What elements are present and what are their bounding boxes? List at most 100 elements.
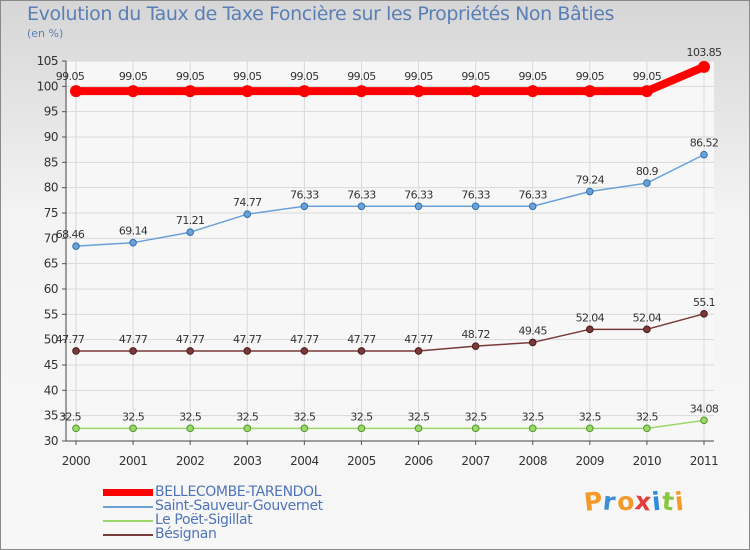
data-label: 32.5: [465, 410, 488, 423]
y-tick-label: 45: [44, 358, 58, 372]
legend-label: Bésignan: [155, 526, 217, 542]
y-tick-label: 50: [44, 333, 58, 347]
data-label: 99.05: [56, 70, 85, 83]
data-point: [583, 85, 596, 98]
data-point: [586, 187, 594, 196]
data-label: 99.05: [633, 70, 662, 83]
data-label: 76.33: [404, 188, 433, 201]
y-tick-label: 70: [44, 231, 58, 245]
x-tick-label: 2005: [347, 454, 376, 468]
data-label: 47.77: [404, 333, 433, 346]
legend-swatch: [103, 506, 153, 508]
x-tick-label: 2007: [461, 454, 490, 468]
data-label: 86.52: [690, 137, 719, 150]
data-label: 99.05: [119, 70, 148, 83]
data-label: 99.05: [576, 70, 605, 83]
data-point: [243, 424, 252, 433]
x-tick-label: 2010: [633, 454, 662, 468]
data-label: 52.04: [576, 311, 605, 324]
x-tick-label: 2009: [576, 454, 605, 468]
data-point: [300, 347, 309, 355]
data-point: [471, 424, 480, 433]
data-point: [72, 424, 80, 433]
data-label: 47.77: [119, 333, 148, 346]
y-tick-label: 65: [44, 257, 58, 271]
data-label: 32.5: [59, 410, 82, 423]
data-label: 47.77: [176, 333, 205, 346]
data-point: [127, 85, 140, 98]
data-label: 76.33: [290, 188, 319, 201]
data-point: [70, 85, 82, 98]
data-point: [300, 424, 309, 433]
data-label: 48.72: [461, 328, 490, 341]
data-point: [300, 202, 309, 211]
x-tick-label: 2003: [233, 454, 262, 468]
data-point: [414, 347, 423, 355]
y-tick-label: 75: [44, 206, 58, 220]
series-line: [75, 313, 705, 352]
data-label: 32.5: [407, 410, 430, 423]
data-point: [357, 202, 366, 211]
chart-title: Evolution du Taux de Taxe Foncière sur l…: [27, 3, 615, 25]
data-label: 79.24: [576, 174, 605, 187]
data-point: [355, 85, 368, 98]
data-label: 32.5: [179, 410, 202, 423]
data-label: 99.05: [290, 70, 319, 83]
data-point: [357, 347, 366, 355]
legend-swatch: [103, 489, 153, 496]
y-tick-label: 30: [44, 434, 58, 448]
data-label: 47.77: [290, 333, 319, 346]
legend-swatch: [103, 534, 153, 536]
data-label: 47.77: [347, 333, 376, 346]
data-label: 76.33: [518, 188, 547, 201]
data-point: [643, 424, 651, 433]
data-label: 32.5: [236, 410, 259, 423]
y-tick-label: 55: [44, 307, 58, 321]
data-label: 32.5: [293, 410, 316, 423]
data-label: 32.5: [579, 410, 602, 423]
data-point: [698, 60, 710, 73]
y-tick-label: 60: [44, 282, 58, 296]
data-point: [586, 325, 594, 334]
x-tick-label: 2011: [690, 454, 719, 468]
data-label: 49.45: [518, 324, 547, 337]
data-label: 99.05: [233, 70, 262, 83]
data-point: [700, 416, 708, 425]
data-label: 76.33: [347, 188, 376, 201]
x-tick-label: 2004: [290, 454, 319, 468]
data-point: [243, 347, 252, 355]
y-tick-label: 100: [37, 79, 58, 93]
data-point: [643, 325, 651, 334]
data-label: 32.5: [350, 410, 373, 423]
proxiti-logo: Proxiti: [583, 486, 686, 517]
y-tick-label: 105: [37, 54, 58, 68]
data-label: 32.5: [522, 410, 545, 423]
data-point: [586, 424, 594, 433]
data-point: [129, 424, 137, 433]
data-point: [528, 424, 537, 433]
plot-area: [66, 61, 714, 441]
data-label: 99.05: [461, 70, 490, 83]
series-line: [75, 153, 705, 247]
data-label: 47.77: [233, 333, 262, 346]
legend-label: BELLECOMBE-TARENDOL: [155, 484, 322, 500]
series-line: [72, 62, 708, 96]
y-tick-label: 95: [44, 105, 58, 119]
x-tick-label: 2000: [62, 454, 91, 468]
data-point: [129, 347, 137, 355]
y-axis-unit-label: (en %): [27, 27, 64, 40]
data-label: 80.9: [636, 165, 659, 178]
data-label: 71.21: [176, 214, 205, 227]
x-tick-label: 2002: [176, 454, 205, 468]
data-label: 103.85: [687, 46, 722, 59]
data-point: [412, 85, 425, 98]
data-point: [700, 150, 708, 159]
data-point: [184, 85, 197, 98]
data-label: 32.5: [122, 410, 145, 423]
data-label: 32.5: [636, 410, 659, 423]
data-point: [414, 202, 423, 211]
data-point: [72, 242, 80, 250]
y-tick-label: 80: [44, 181, 58, 195]
data-label: 99.05: [347, 70, 376, 83]
